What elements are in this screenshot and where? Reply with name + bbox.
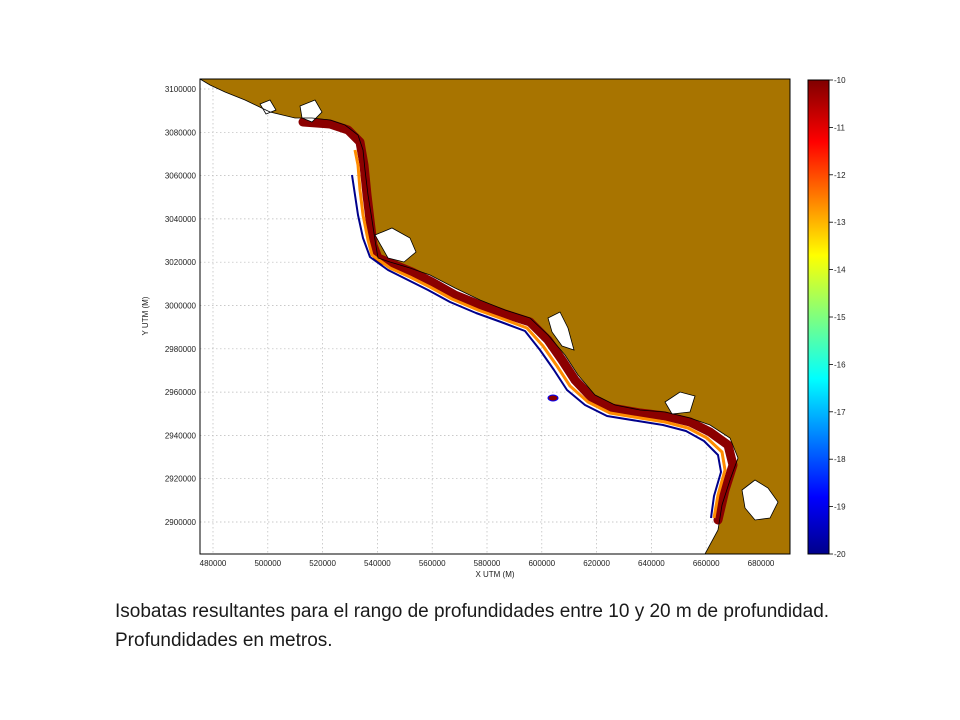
y-tick-labels: 3100000 3080000 3060000 3040000 3020000 30000… bbox=[165, 85, 197, 527]
colorbar-tick-label: -13 bbox=[834, 218, 846, 227]
x-tick-label: 480000 bbox=[200, 559, 227, 568]
x-tick-labels: 480000 500000 520000 540000 560000 580000 6000… bbox=[200, 559, 775, 568]
island-6 bbox=[259, 99, 277, 115]
colorbar bbox=[807, 79, 830, 555]
map-plot-area bbox=[200, 79, 790, 554]
x-tick-label: 520000 bbox=[309, 559, 336, 568]
y-tick-label: 3000000 bbox=[165, 302, 197, 311]
y-tick-label: 2960000 bbox=[165, 388, 197, 397]
land-mass bbox=[200, 79, 790, 554]
x-axis-label: X UTM (M) bbox=[475, 570, 514, 579]
y-tick-label: 3040000 bbox=[165, 215, 197, 224]
x-tick-label: 540000 bbox=[364, 559, 391, 568]
bathymetry-map-figure: 480000 500000 520000 540000 560000 580000 6000… bbox=[141, 76, 846, 579]
isobath-edge-deep bbox=[351, 174, 722, 519]
x-tick-label: 680000 bbox=[748, 559, 775, 568]
island-1 bbox=[374, 227, 417, 263]
y-tick-label: 2940000 bbox=[165, 431, 197, 440]
y-tick-label: 3060000 bbox=[165, 172, 197, 181]
y-tick-label: 3080000 bbox=[165, 128, 197, 137]
plot-frame bbox=[199, 78, 791, 555]
colorbar-tick-label: -11 bbox=[834, 123, 846, 132]
island-4 bbox=[741, 479, 779, 521]
colorbar-tick-label: -19 bbox=[834, 503, 846, 512]
colorbar-tick-label: -20 bbox=[834, 550, 846, 559]
y-axis-label: Y UTM (M) bbox=[141, 296, 150, 335]
colorbar-tick-label: -12 bbox=[834, 171, 846, 180]
x-tick-label: 620000 bbox=[583, 559, 610, 568]
y-tick-label: 3020000 bbox=[165, 258, 197, 267]
x-tick-label: 560000 bbox=[419, 559, 446, 568]
colorbar-tick-label: -16 bbox=[834, 360, 846, 369]
y-tick-label: 2900000 bbox=[165, 518, 197, 527]
colorbar-tick-label: -14 bbox=[834, 266, 846, 275]
x-tick-label: 600000 bbox=[528, 559, 555, 568]
island-2 bbox=[547, 311, 575, 351]
y-tick-label: 2980000 bbox=[165, 345, 197, 354]
island-3 bbox=[664, 391, 696, 415]
isobath-band-mid bbox=[353, 149, 727, 519]
coast-outline bbox=[200, 79, 739, 554]
x-tick-label: 500000 bbox=[254, 559, 281, 568]
y-tick-label: 2920000 bbox=[165, 475, 197, 484]
x-tick-label: 640000 bbox=[638, 559, 665, 568]
figure-caption: Isobatas resultantes para el rango de pr… bbox=[115, 601, 830, 651]
y-tick-label: 3100000 bbox=[165, 85, 197, 94]
colorbar-tick-label: -17 bbox=[834, 408, 846, 417]
colorbar-tick-label: -10 bbox=[834, 76, 846, 85]
offshore-shoal bbox=[547, 394, 559, 402]
colorbar-tick-label: -15 bbox=[834, 313, 846, 322]
colorbar-tick-label: -18 bbox=[834, 455, 846, 464]
island-5 bbox=[299, 99, 323, 123]
x-tick-label: 580000 bbox=[474, 559, 501, 568]
colorbar-tick-labels: -10 -11 -12 -13 -14 -15 -16 -17 -18 -19 -20 bbox=[829, 76, 846, 559]
x-tick-label: 660000 bbox=[693, 559, 720, 568]
isobath-band-shallow bbox=[298, 117, 738, 525]
